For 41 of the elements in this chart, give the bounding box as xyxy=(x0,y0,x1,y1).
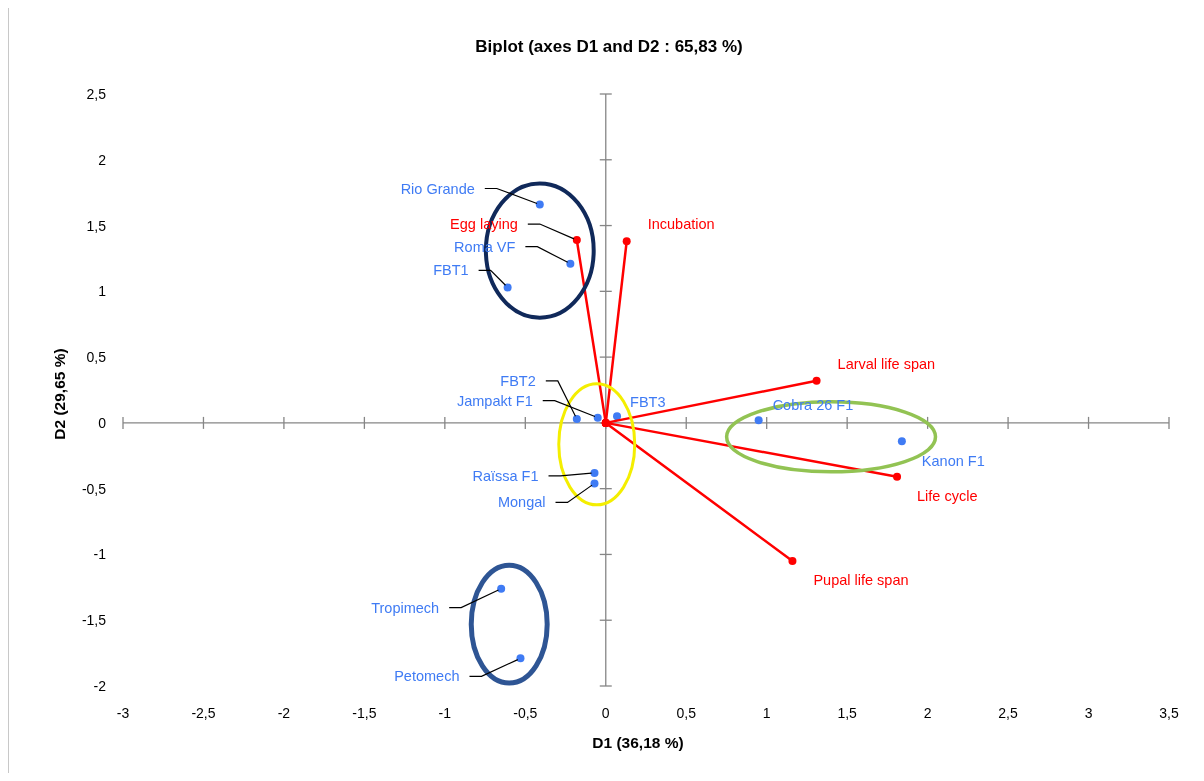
text: Raïssa F1 xyxy=(472,467,539,484)
x-tick-label: -0,5 xyxy=(513,704,538,721)
x-tick-label: -1,5 xyxy=(352,704,377,721)
x-tick-label: -2 xyxy=(277,704,291,721)
x-tick-label: 1 xyxy=(762,704,771,721)
text: Rio Grande xyxy=(400,180,475,197)
series-label: Incubation xyxy=(647,216,715,233)
text: Mongal xyxy=(497,494,546,511)
chart-title: Biplot (axes D1 and D2 : 65,83 %) xyxy=(475,36,743,56)
text: Petomech xyxy=(394,668,460,685)
x-tick-label: 2,5 xyxy=(998,704,1019,721)
series-label: Larval life span xyxy=(837,355,936,372)
text: FBT1 xyxy=(433,262,469,279)
text: Tropimech xyxy=(371,599,440,616)
x-tick-label: 0 xyxy=(601,704,610,721)
y-tick-label: -1,5 xyxy=(81,612,107,629)
y-tick-label: 2 xyxy=(98,151,107,168)
y-tick-label: 1,5 xyxy=(86,217,107,234)
y-tick-label: -2 xyxy=(93,677,107,694)
x-tick-label: 3 xyxy=(1084,704,1093,721)
series-label: Pupal life span xyxy=(813,572,909,589)
y-tick-label: 0,5 xyxy=(86,349,107,366)
y-tick-label: -1 xyxy=(93,546,107,563)
x-tick-label: 0,5 xyxy=(676,704,697,721)
y-tick-label: 2,5 xyxy=(86,85,107,102)
text: Jampakt F1 xyxy=(456,392,533,409)
x-tick-label: 2 xyxy=(923,704,932,721)
x-tick-label: -3 xyxy=(116,704,130,721)
x-tick-label: 1,5 xyxy=(837,704,858,721)
y-tick-label: 0 xyxy=(98,414,107,431)
y-tick-label: 1 xyxy=(98,283,107,300)
x-tick-label: 3,5 xyxy=(1159,704,1179,721)
y-axis-title: D2 (29,65 %) xyxy=(50,348,68,440)
x-tick-label: -1 xyxy=(438,704,452,721)
series-label: Kanon F1 xyxy=(921,453,985,470)
series-label: Life cycle xyxy=(917,487,978,504)
series-label: FBT3 xyxy=(630,394,666,411)
x-tick-label: -2,5 xyxy=(191,704,216,721)
y-tick-label: -0,5 xyxy=(81,480,107,497)
text: FBT2 xyxy=(500,372,536,389)
x-axis-title: D1 (36,18 %) xyxy=(592,733,684,751)
